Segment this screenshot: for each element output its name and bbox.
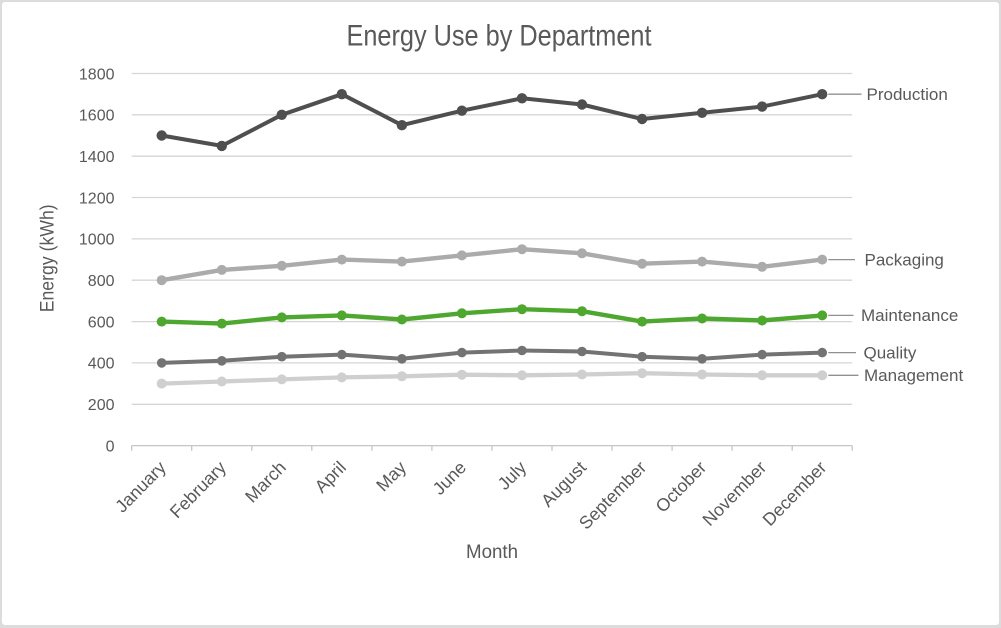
svg-text:Management: Management: [864, 366, 964, 385]
svg-text:January: January: [111, 457, 170, 516]
svg-text:1600: 1600: [79, 108, 115, 125]
svg-text:Maintenance: Maintenance: [861, 306, 958, 325]
svg-text:Production: Production: [867, 85, 948, 104]
svg-text:Energy Use by Department: Energy Use by Department: [347, 20, 653, 53]
svg-text:June: June: [429, 457, 470, 499]
svg-text:April: April: [311, 457, 350, 496]
svg-text:1000: 1000: [79, 232, 115, 249]
svg-text:February: February: [166, 457, 230, 522]
svg-text:Quality: Quality: [864, 343, 917, 362]
svg-text:October: October: [652, 457, 711, 516]
svg-text:400: 400: [88, 356, 115, 373]
svg-text:1200: 1200: [79, 190, 115, 207]
svg-text:800: 800: [88, 273, 115, 290]
svg-text:Month: Month: [466, 541, 518, 563]
svg-text:March: March: [241, 457, 290, 506]
svg-text:Energy (kWh): Energy (kWh): [37, 204, 59, 312]
svg-text:July: July: [494, 457, 531, 494]
svg-text:August: August: [537, 457, 590, 511]
svg-text:200: 200: [88, 397, 115, 414]
svg-text:1400: 1400: [79, 149, 115, 166]
svg-text:November: November: [698, 457, 770, 530]
svg-text:December: December: [759, 457, 831, 530]
svg-text:600: 600: [88, 314, 115, 331]
svg-text:1800: 1800: [79, 66, 115, 83]
svg-text:May: May: [372, 457, 410, 495]
svg-text:0: 0: [106, 438, 115, 455]
svg-text:Packaging: Packaging: [865, 250, 944, 269]
